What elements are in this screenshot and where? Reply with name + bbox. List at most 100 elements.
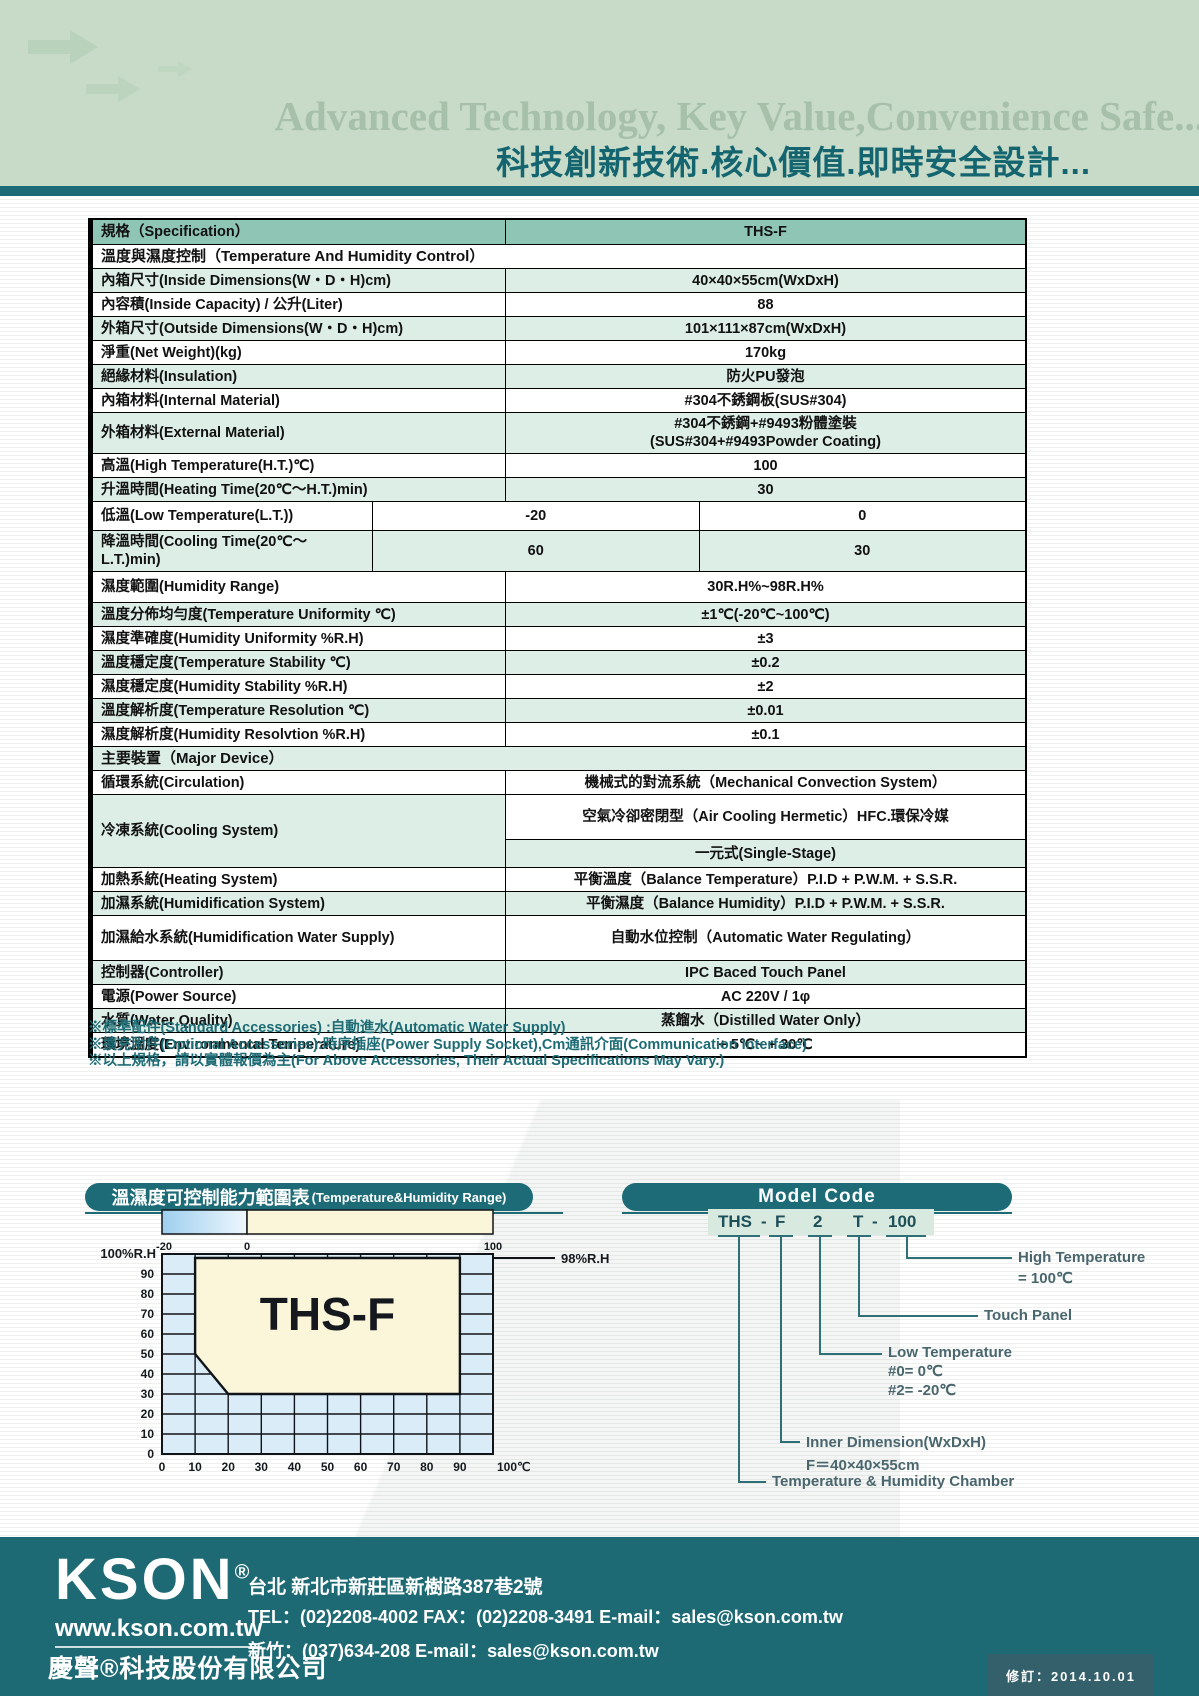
- branch-label-chamber: Temperature & Humidity Chamber: [772, 1473, 1015, 1490]
- spec-value-cell: 60: [527, 543, 544, 559]
- value-line: (SUS#304+#9493Powder Coating): [650, 434, 881, 450]
- table-row: 濕度穩定度(Humidity Stability %R.H) ±2: [93, 674, 1025, 698]
- chart-title-zh: 溫濕度可控制能力範圍表: [111, 1188, 310, 1208]
- spec-value-cell: 一元式(Single-Stage): [506, 840, 1025, 867]
- connector-line: [819, 1237, 821, 1355]
- svg-text:0: 0: [159, 1460, 166, 1474]
- operating-envelope: [193, 1256, 462, 1396]
- svg-text:50: 50: [141, 1347, 155, 1361]
- spec-label-cell: 低溫(Low Temperature(L.T.)): [93, 502, 373, 530]
- table-row: 溫度分佈均勻度(Temperature Uniformity ℃) ±1℃(-20…: [93, 602, 1025, 626]
- branch-label-low-temp: Low Temperature #0= 0℃ #2= -20℃: [888, 1344, 1012, 1399]
- table-header-label: 規格（Specification）: [93, 220, 506, 244]
- footer-contact-hsinchu: 新竹：(037)634-208 E-mail：sales@kson.com.tw: [248, 1641, 659, 1661]
- temp-bar-warm: [246, 1209, 494, 1235]
- connector-line: [780, 1441, 800, 1443]
- svg-text:0: 0: [244, 1241, 250, 1253]
- spec-label-cell: 內箱尺寸(Inside Dimensions(W・D・H)cm): [93, 269, 506, 292]
- table-row: 低溫(Low Temperature(L.T.)) -20 0: [93, 501, 1025, 530]
- chart-title-pill: 溫濕度可控制能力範圍表 (Temperature&Humidity Range): [85, 1183, 533, 1211]
- section-label: 溫度與濕度控制（Temperature And Humidity Control…: [101, 247, 485, 265]
- note-line: ※標準配件(Standard Accessories) :自動進水(Automa…: [88, 1020, 566, 1036]
- spec-value-cell: 101×111×87cm(WxDxH): [684, 320, 847, 337]
- section-label: 主要裝置（Major Device）: [101, 749, 284, 767]
- value-line: #304不銹鋼+#9493粉體塗裝: [674, 416, 857, 432]
- svg-text:60: 60: [141, 1327, 155, 1341]
- branch-label-inner-dimension: Inner Dimension(WxDxH) F＝40×40×55cm: [806, 1434, 987, 1474]
- spec-value-cell: IPC Baced Touch Panel: [685, 964, 846, 981]
- table-row: 絕緣材料(Insulation) 防火PU發泡: [93, 364, 1025, 388]
- connector-line: [858, 1315, 978, 1317]
- spec-label-cell: 控制器(Controller): [93, 961, 506, 984]
- spec-value-cell: ±0.1: [751, 726, 780, 743]
- spec-label-cell: 加濕系統(Humidification System): [93, 892, 506, 915]
- spec-label-cell: 外箱尺寸(Outside Dimensions(W・D・H)cm): [93, 317, 506, 340]
- svg-text:30: 30: [141, 1387, 155, 1401]
- connector-line: [780, 1237, 782, 1443]
- spec-value-cell: 機械式的對流系統（Mechanical Convection System）: [584, 774, 947, 791]
- note-line: ※以上規格，請以實體報價為主(For Above Accessories, Th…: [88, 1053, 725, 1069]
- chart-title-en: (Temperature&Humidity Range): [311, 1189, 507, 1205]
- table-row: 內箱尺寸(Inside Dimensions(W・D・H)cm) 40×40×55…: [93, 268, 1025, 292]
- spec-label-cell: 水質(Water Quality): [93, 1009, 506, 1032]
- table-row: 溫度穩定度(Temperature Stability ℃) ±0.2: [93, 650, 1025, 674]
- table-row: 濕度解析度(Humidity Resolvtion %R.H) ±0.1: [93, 722, 1025, 746]
- table-row: 淨重(Net Weight)(kg) 170kg: [93, 340, 1025, 364]
- svg-text:100%R.H: 100%R.H: [100, 1246, 156, 1261]
- table-row: 水質(Water Quality) 蒸餾水（Distilled Water Onl…: [93, 1008, 1025, 1032]
- table-row: 內箱材料(Internal Material) #304不銹鋼板(SUS#304): [93, 388, 1025, 412]
- svg-text:100℃: 100℃: [497, 1460, 531, 1474]
- spec-label-cell: 外箱材料(External Material): [93, 413, 506, 453]
- model-code-token-dash: -: [872, 1212, 878, 1231]
- spec-value-cell: 30R.H%~98R.H%: [707, 579, 824, 595]
- spec-label-cell: 降溫時間(Cooling Time(20℃～L.T.)min): [93, 531, 373, 571]
- model-code-token-100: 100: [888, 1212, 917, 1231]
- spec-value-cell: ±0.2: [751, 654, 780, 671]
- model-code-token-dash: -: [761, 1212, 767, 1231]
- svg-text:90: 90: [141, 1267, 155, 1281]
- svg-text:70: 70: [141, 1307, 155, 1321]
- spec-label-cell: 溫度解析度(Temperature Resolution ℃): [93, 699, 506, 722]
- table-header-row: 規格（Specification） THS-F: [93, 220, 1025, 244]
- revision-badge: 修訂：2014.10.01: [988, 1654, 1154, 1696]
- model-code-diagram: THS - F 2 T - 100 High Temperature = 100…: [620, 1183, 1199, 1513]
- svg-text:THS-F: THS-F: [260, 1288, 395, 1340]
- table-row: 電源(Power Source) AC 220V / 1φ: [93, 984, 1025, 1008]
- svg-text:-20: -20: [156, 1241, 172, 1253]
- svg-text:80: 80: [141, 1287, 155, 1301]
- svg-text:70: 70: [387, 1460, 401, 1474]
- footer-contact-taipei: TEL：(02)2208-4002 FAX：(02)2208-3491 E-ma…: [248, 1607, 843, 1627]
- spec-table: 規格（Specification） THS-F 溫度與濕度控制（Temperatur…: [88, 218, 1027, 1058]
- spec-value-cell: 30: [757, 481, 774, 498]
- connector-line: [906, 1257, 1012, 1259]
- svg-text:40: 40: [288, 1460, 302, 1474]
- svg-text:30: 30: [255, 1460, 269, 1474]
- spec-label-cell: 溫度分佈均勻度(Temperature Uniformity ℃): [93, 603, 506, 626]
- range-chart-figure: -20 0 100 THS-F 100%R.H 0 10 20 30 40 50 60 70 80 90 0 1…: [85, 1206, 630, 1488]
- connector-line: [738, 1237, 740, 1483]
- spec-label-cell: 冷凍系統(Cooling System): [93, 795, 506, 867]
- branch-label-touch-panel: Touch Panel: [984, 1307, 1073, 1324]
- svg-text:60: 60: [354, 1460, 368, 1474]
- model-code-highlight: [708, 1209, 934, 1235]
- token-underline: [808, 1235, 832, 1237]
- spec-value-cell: + 5℃~ + 30℃: [718, 1036, 813, 1053]
- spec-value-cell: 平衡濕度（Balance Humidity）P.I.D + P.W.M. + S…: [586, 895, 945, 912]
- spec-value-cell: -20: [525, 508, 547, 524]
- svg-text:20: 20: [222, 1460, 236, 1474]
- header-divider-bar: [0, 186, 1199, 196]
- table-row: 升溫時間(Heating Time(20℃～H.T.)min) 30: [93, 477, 1025, 501]
- svg-text:90: 90: [453, 1460, 467, 1474]
- connector-line: [819, 1353, 882, 1355]
- table-section-row: 溫度與濕度控制（Temperature And Humidity Control…: [93, 244, 1025, 268]
- kson-logo: KSON®: [55, 1547, 250, 1612]
- table-row: 加熱系統(Heating System) 平衡溫度（Balance Tempera…: [93, 867, 1025, 891]
- spec-label-cell: 濕度穩定度(Humidity Stability %R.H): [93, 675, 506, 698]
- token-underline: [847, 1235, 871, 1237]
- footer-company-name: 慶聲®科技股份有限公司: [48, 1655, 328, 1683]
- spec-value-cell: 30: [698, 531, 1026, 571]
- decorative-arrows-icon: [28, 30, 192, 102]
- table-row: 冷凍系統(Cooling System) 空氣冷卻密閉型（Air Cooling …: [93, 794, 1025, 867]
- table-row: 外箱尺寸(Outside Dimensions(W・D・H)cm) 101×111…: [93, 316, 1025, 340]
